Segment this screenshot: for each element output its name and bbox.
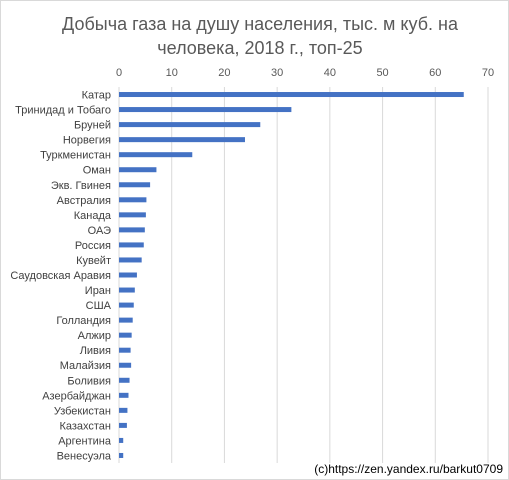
category-label-5: Оман [83,165,111,177]
category-label-21: Узбекистан [54,405,111,417]
bar-3 [119,137,245,143]
bar-15 [119,317,133,323]
bar-17 [119,347,131,353]
category-label-16: Алжир [78,330,111,342]
x-tick-label-30: 30 [271,67,283,79]
category-label-20: Азербайджан [42,390,111,402]
category-label-8: Канада [74,210,112,222]
bar-8 [119,212,146,218]
bar-10 [119,242,144,248]
category-label-19: Боливия [67,375,111,387]
category-label-24: Венесуэла [57,450,112,462]
category-label-6: Экв. Гвинея [51,180,111,192]
bar-23 [119,437,124,443]
bar-1 [119,107,292,113]
bar-9 [119,227,145,233]
category-label-4: Туркменистан [40,150,111,162]
bar-14 [119,302,134,308]
x-tick-label-70: 70 [482,67,494,79]
bar-5 [119,167,157,173]
bar-0 [119,92,464,98]
bar-16 [119,332,132,338]
chart-title-line-1: Добыча газа на душу населения, тыс. м ку… [62,14,458,34]
category-label-13: Иран [85,285,111,297]
category-label-0: Катар [82,90,111,102]
category-label-22: Казахстан [59,420,111,432]
x-tick-label-60: 60 [429,67,441,79]
x-tick-label-0: 0 [116,67,122,79]
bar-11 [119,257,142,263]
x-tick-label-40: 40 [324,67,336,79]
bar-24 [119,452,124,458]
category-label-18: Малайзия [60,360,111,372]
credit-text: (c)https://zen.yandex.ru/barkut0709 [314,462,503,476]
category-label-23: Аргентина [58,435,112,447]
category-label-12: Саудовская Аравия [10,270,111,282]
bar-6 [119,182,151,188]
x-tick-label-50: 50 [376,67,388,79]
category-label-11: Кувейт [76,255,111,267]
x-tick-label-20: 20 [218,67,230,79]
category-label-10: Россия [75,240,111,252]
bar-12 [119,272,137,278]
category-label-9: ОАЭ [88,225,111,237]
category-label-3: Норвегия [63,135,111,147]
bar-2 [119,122,261,128]
bar-21 [119,407,128,413]
bar-19 [119,377,130,383]
bar-20 [119,392,129,398]
bar-7 [119,197,147,203]
bar-18 [119,362,132,368]
x-tick-label-10: 10 [166,67,178,79]
bar-4 [119,152,193,158]
category-label-7: Австралия [57,195,111,207]
bar-13 [119,287,135,293]
chart-title-line-2: человека, 2018 г., топ-25 [157,38,363,58]
category-label-1: Тринидад и Тобаго [15,105,111,117]
category-label-2: Бруней [74,120,111,132]
category-label-15: Голландия [56,315,111,327]
category-label-14: США [86,300,112,312]
category-label-17: Ливия [80,345,111,357]
bar-22 [119,422,127,428]
